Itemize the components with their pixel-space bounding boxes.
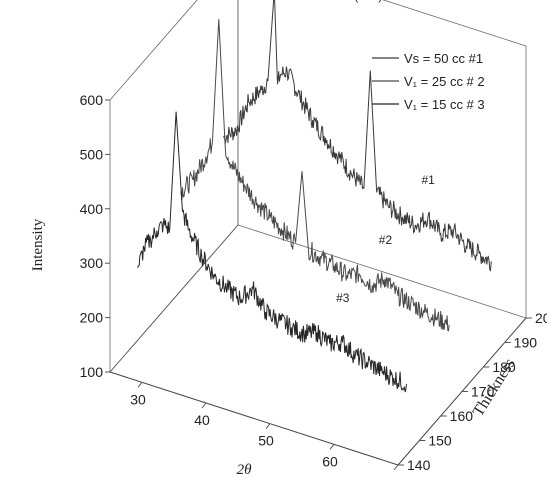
z-tick-label: 140: [407, 457, 431, 473]
x-tick: [393, 464, 399, 471]
x-tick-label: 60: [322, 453, 338, 469]
x-tick: [201, 402, 207, 409]
y-tick-label: 300: [80, 255, 104, 271]
x-axis-label: 2θ: [237, 462, 253, 477]
tick-layer: 100 200 300 400 500 600 30 40 50 60 70 140 150 160 170…: [80, 92, 547, 477]
y-tick-label: 600: [80, 92, 104, 108]
z-tick-label: 190: [514, 335, 538, 351]
y-tick-label: 400: [80, 201, 104, 217]
legend-label-1: Vs = 50 cc #1: [404, 51, 483, 66]
x-tick-label: 70: [386, 474, 402, 477]
x-tick-label: 30: [130, 391, 146, 407]
z-tick-label: 170: [471, 384, 495, 400]
x-tick-label: 40: [194, 412, 210, 428]
legend-label-3: V₁ = 15 cc # 3: [404, 97, 485, 112]
x-tick: [265, 423, 271, 429]
legend-label-2: V₁ = 25 cc # 2: [404, 74, 485, 89]
z-tick-label: 150: [428, 433, 452, 449]
z-tick-label: 200: [535, 310, 547, 326]
series-layer: #1#2#3(110)(200): [137, 0, 493, 393]
y-tick-label: 200: [80, 310, 104, 326]
series-line-2: [180, 19, 450, 332]
y-tick-label: 100: [80, 364, 104, 380]
series-label-1: #1: [421, 173, 435, 187]
series-line-3: [137, 111, 407, 393]
series-label-2: #2: [379, 233, 393, 247]
y-tick-label: 500: [80, 146, 104, 162]
left-wall: [109, 0, 239, 374]
series-line-1: [222, 0, 493, 272]
x-tick-label: 50: [258, 433, 274, 449]
axis-panes: [109, 0, 527, 466]
series-label-3: #3: [336, 291, 350, 305]
x-tick: [137, 382, 143, 388]
z-tick-label: 180: [492, 359, 516, 375]
y-axis-label: Intensity: [30, 218, 46, 271]
peak-annotation-2: (200): [354, 0, 382, 3]
x-axis-line: [109, 371, 399, 466]
floor-left-edge: [109, 224, 239, 373]
x-tick: [329, 444, 335, 450]
z-tick-label: 160: [450, 408, 474, 424]
back-wall: [237, 0, 527, 319]
legend: Vs = 50 cc #1 V₁ = 25 cc # 2 V₁ = 15 cc # …: [372, 51, 485, 112]
